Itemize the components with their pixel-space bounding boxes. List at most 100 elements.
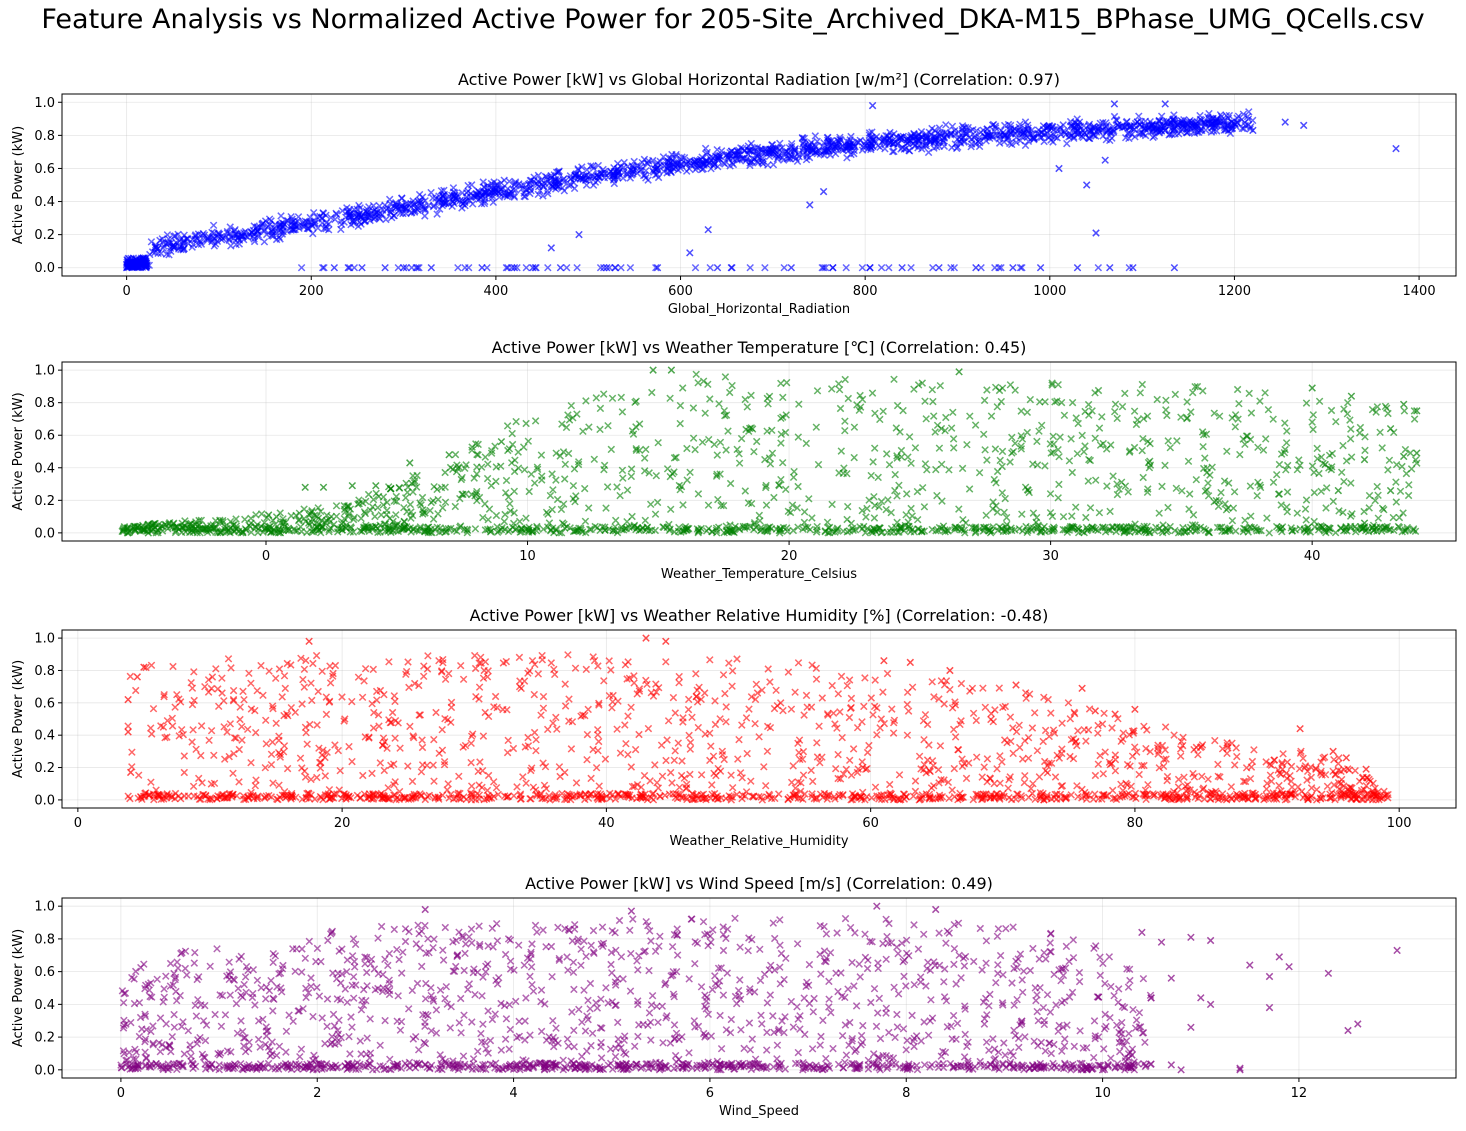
data-point (979, 684, 987, 692)
data-point (652, 680, 660, 688)
data-point (510, 509, 518, 517)
data-point (926, 767, 934, 776)
data-point (990, 127, 999, 136)
data-point (1101, 528, 1110, 536)
data-point (752, 680, 761, 689)
data-point (1114, 714, 1122, 723)
data-point (1080, 122, 1088, 130)
data-point (473, 487, 481, 496)
data-point (1322, 484, 1331, 492)
data-point (1021, 737, 1029, 745)
data-point (896, 525, 904, 533)
data-point (753, 689, 762, 697)
data-point (584, 504, 593, 512)
data-point (710, 160, 718, 168)
data-point (605, 657, 613, 665)
data-point (624, 712, 632, 720)
data-point (180, 752, 189, 760)
data-point (775, 529, 784, 537)
data-point (567, 401, 576, 410)
data-point (1191, 527, 1199, 535)
data-point (1331, 795, 1339, 804)
data-point (526, 794, 534, 803)
data-point (928, 124, 936, 133)
data-point (728, 783, 737, 792)
data-point (980, 523, 989, 532)
data-point (1246, 435, 1255, 444)
data-point (1356, 423, 1365, 432)
data-point (653, 498, 662, 507)
data-point (1074, 528, 1083, 537)
data-point (997, 397, 1006, 406)
data-point (1343, 410, 1352, 418)
data-point (1080, 448, 1088, 456)
data-point (432, 708, 440, 717)
data-point (1265, 529, 1274, 537)
data-point (290, 220, 299, 229)
data-point (392, 497, 401, 506)
data-point (684, 705, 693, 714)
data-point (724, 427, 732, 435)
data-point (843, 502, 852, 511)
data-point (562, 263, 571, 272)
data-point (1196, 111, 1204, 120)
data-point (1163, 411, 1171, 420)
data-point (701, 144, 710, 153)
data-point (1175, 120, 1183, 128)
data-point (1140, 761, 1148, 770)
data-point (802, 691, 811, 700)
data-point (969, 125, 977, 134)
radiation-x-axis-label: Global_Horizontal_Radiation (668, 302, 850, 317)
data-point (706, 158, 714, 167)
data-point (197, 516, 206, 525)
data-point (1153, 744, 1162, 752)
data-point (1216, 523, 1224, 532)
data-point (745, 705, 753, 713)
data-point (918, 379, 927, 387)
data-point (613, 483, 621, 491)
subplot-humidity: Active Power [kW] vs Weather Relative Hu… (11, 606, 1457, 849)
outlier-point (686, 249, 694, 257)
data-point (491, 692, 500, 701)
data-point (491, 442, 499, 450)
data-point (862, 513, 870, 521)
outlier-point (1308, 384, 1316, 392)
data-point (247, 514, 255, 523)
data-point (1283, 774, 1291, 783)
data-point (1000, 736, 1009, 744)
outlier-point (358, 263, 366, 272)
data-point (276, 509, 284, 517)
data-point (882, 505, 890, 514)
data-point (825, 137, 833, 145)
data-point (865, 131, 874, 139)
outlier-point (1360, 455, 1369, 464)
data-point (1159, 762, 1168, 771)
data-point (1169, 117, 1178, 125)
data-point (524, 528, 533, 536)
data-point (757, 793, 765, 801)
data-point (272, 719, 280, 728)
data-point (752, 437, 761, 446)
data-point (666, 167, 674, 175)
data-point (544, 189, 552, 198)
data-point (1241, 516, 1249, 525)
outlier-point (372, 481, 380, 490)
data-point (177, 725, 186, 734)
data-point (805, 495, 813, 503)
data-point (338, 693, 346, 701)
data-point (362, 521, 370, 530)
data-point (409, 472, 417, 480)
data-point (1086, 456, 1095, 465)
y-tick-label: 0.2 (34, 494, 55, 509)
data-point (743, 403, 752, 411)
data-point (147, 238, 156, 246)
data-point (1057, 782, 1066, 791)
data-point (814, 460, 823, 469)
data-point (1037, 421, 1046, 430)
data-point (1411, 456, 1420, 464)
data-point (375, 213, 383, 222)
data-point (1164, 503, 1172, 512)
data-point (524, 733, 532, 742)
data-point (627, 472, 636, 481)
data-point (1017, 792, 1026, 800)
